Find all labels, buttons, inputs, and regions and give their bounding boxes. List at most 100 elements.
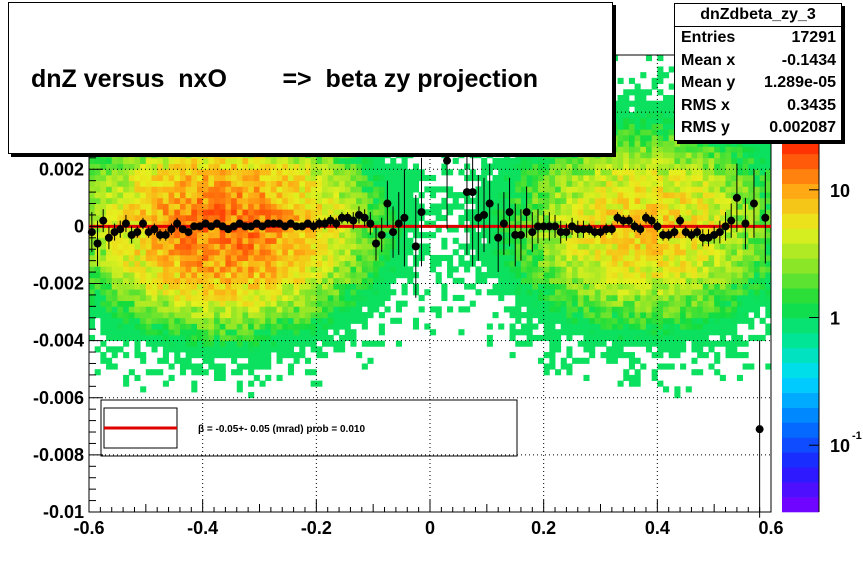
heat-cell <box>344 272 351 279</box>
heat-cell <box>697 283 704 290</box>
heat-cell <box>702 180 709 187</box>
heat-cell <box>657 254 664 262</box>
heat-cell <box>276 294 283 302</box>
heat-cell <box>623 272 630 279</box>
heat-cell <box>236 294 243 302</box>
heat-cell <box>282 214 289 222</box>
heat-cell <box>276 289 283 296</box>
heat-cell <box>589 169 596 176</box>
heat-cell <box>708 180 715 187</box>
heat-cell <box>680 180 687 187</box>
heat-cell <box>515 249 522 256</box>
heat-cell <box>435 254 442 262</box>
heat-cell <box>293 260 300 267</box>
heat-cell <box>702 169 709 176</box>
heat-cell <box>356 283 363 290</box>
heat-cell <box>765 260 772 267</box>
heat-cell <box>708 237 715 244</box>
heat-cell <box>623 334 630 342</box>
heat-cell <box>515 152 522 159</box>
heat-cell <box>378 209 385 216</box>
heat-cell <box>145 323 152 330</box>
heat-cell <box>276 232 283 239</box>
heat-cell <box>253 329 260 336</box>
heat-cell <box>327 283 334 290</box>
heat-cell <box>287 209 294 216</box>
heat-cell <box>117 329 124 336</box>
heat-cell <box>123 186 130 193</box>
heat-cell <box>680 214 687 222</box>
heat-cell <box>378 152 385 159</box>
heat-cell <box>685 209 692 216</box>
heat-cell <box>532 277 539 284</box>
heat-cell <box>89 323 96 330</box>
heat-cell <box>162 163 169 170</box>
heat-cell <box>560 203 567 210</box>
heat-cell <box>731 220 738 227</box>
heat-cell <box>714 254 721 262</box>
heat-cell <box>719 203 726 210</box>
heat-cell <box>367 260 374 267</box>
heat-cell <box>668 180 675 187</box>
heat-cell <box>225 329 232 336</box>
heat-cell <box>282 180 289 187</box>
data-marker <box>377 230 386 239</box>
heat-cell <box>537 243 545 250</box>
heat-cell <box>560 197 567 204</box>
heat-cell <box>134 283 141 290</box>
heat-cell <box>668 186 675 193</box>
heat-cell <box>532 334 539 342</box>
heat-cell <box>174 180 181 187</box>
heat-cell <box>157 300 164 307</box>
heat-cell <box>327 249 334 256</box>
heat-cell <box>447 226 454 233</box>
heat-cell <box>270 197 277 204</box>
heat-cell <box>401 289 408 296</box>
heat-cell <box>543 214 550 222</box>
heat-cell <box>748 152 755 159</box>
heat-cell <box>634 134 641 142</box>
heat-cell <box>168 237 175 244</box>
heat-cell <box>594 312 601 319</box>
heat-cell <box>697 237 704 244</box>
heat-cell <box>441 169 448 176</box>
profile-point <box>389 206 398 258</box>
heat-cell <box>276 357 283 364</box>
heat-cell <box>685 140 692 147</box>
heat-cell <box>174 266 181 273</box>
heat-cell <box>157 312 164 319</box>
heat-cell <box>117 272 124 279</box>
heat-cell <box>259 340 266 347</box>
heat-cell <box>725 152 732 159</box>
heat-cell <box>134 329 141 336</box>
heat-cell <box>645 346 653 353</box>
heat-cell <box>344 249 351 256</box>
heat-cell <box>191 232 198 239</box>
heat-cell <box>708 329 715 336</box>
heat-cell <box>555 346 562 353</box>
heat-cell <box>242 243 249 250</box>
heat-cell <box>225 186 232 193</box>
data-marker <box>337 213 346 222</box>
heat-cell <box>310 260 317 267</box>
heat-cell <box>623 192 630 199</box>
heat-cell <box>719 272 726 279</box>
heat-cell <box>702 237 709 244</box>
heat-cell <box>214 186 221 193</box>
heat-cell <box>344 289 351 296</box>
heat-cell <box>657 117 664 124</box>
heat-cell <box>339 260 346 267</box>
heat-cell <box>316 346 323 353</box>
heat-cell <box>185 186 192 193</box>
heat-cell <box>634 203 641 210</box>
heat-cell <box>339 180 346 187</box>
heat-cell <box>134 334 141 342</box>
heat-cell <box>731 203 738 210</box>
heat-cell <box>674 140 681 147</box>
heat-cell <box>123 209 130 216</box>
heat-cell <box>339 192 346 199</box>
heat-cell <box>611 346 618 353</box>
heat-cell <box>714 352 721 359</box>
heat-cell <box>310 243 317 250</box>
heat-cell <box>236 300 243 307</box>
